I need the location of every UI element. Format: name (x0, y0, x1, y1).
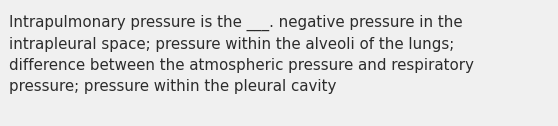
Text: Intrapulmonary pressure is the ___. negative pressure in the
intrapleural space;: Intrapulmonary pressure is the ___. nega… (9, 15, 474, 94)
